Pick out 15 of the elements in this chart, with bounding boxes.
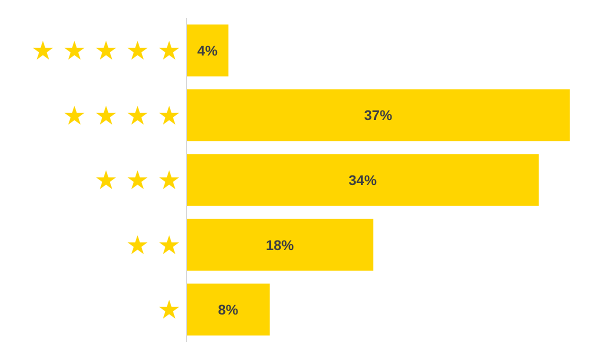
y-tick-label: ★ ★ ★ ★ (62, 101, 181, 132)
bar (187, 24, 228, 76)
data-label: 8% (218, 302, 239, 318)
data-label: 4% (197, 42, 218, 58)
data-label: 37% (364, 107, 393, 124)
y-tick-label: ★ (157, 296, 181, 326)
data-label: 34% (348, 172, 378, 188)
bar (187, 284, 270, 336)
bar (187, 89, 570, 142)
bar (187, 218, 374, 271)
y-tick-label: ★ ★ (126, 230, 181, 261)
data-label: 18% (266, 236, 294, 253)
y-tick-label: ★ ★ ★ (94, 166, 181, 196)
bar (187, 154, 539, 206)
y-tick-label: ★ ★ ★ ★ ★ (31, 36, 181, 66)
